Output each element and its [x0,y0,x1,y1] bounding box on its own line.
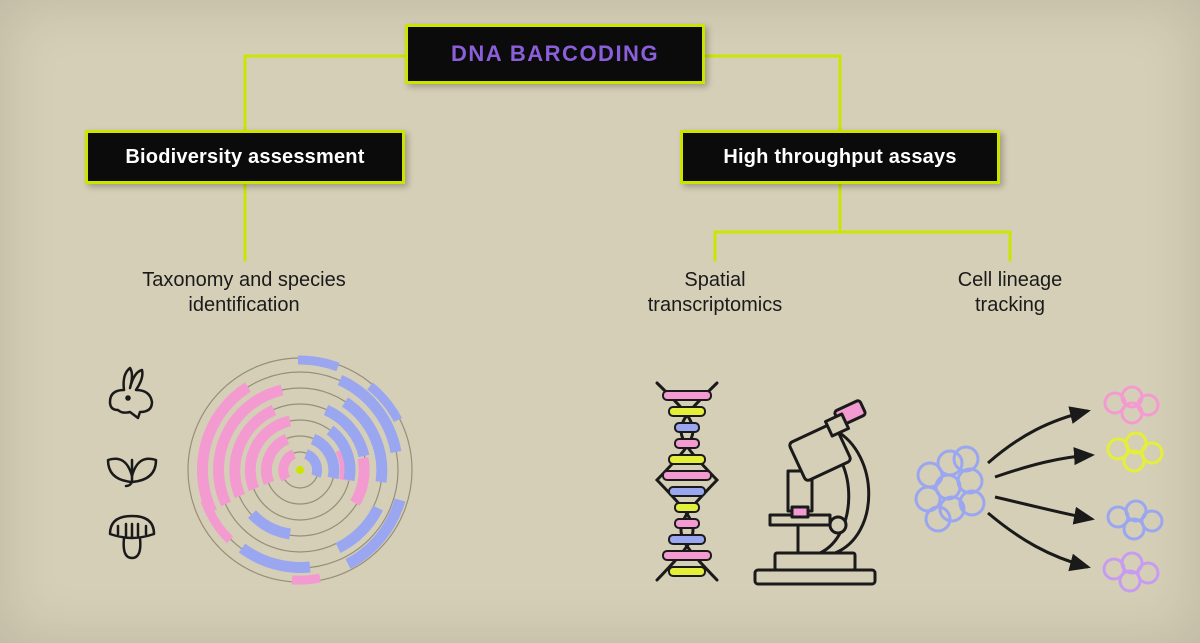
leaf-label-spatial: Spatial transcriptomics [625,268,805,318]
branch-box-hta: High throughput assays [680,130,1000,184]
root-label: DNA BARCODING [451,41,659,67]
root-box: DNA BARCODING [405,24,705,84]
mushroom-icon [100,504,164,568]
branch-label: Biodiversity assessment [125,146,364,169]
dna-icon [635,375,740,595]
microscope-icon [740,375,900,595]
rabbit-icon [100,360,164,424]
cell-lineage-icon [900,385,1180,595]
sunburst-icon [185,355,415,585]
branch-box-biodiversity: Biodiversity assessment [85,130,405,184]
leaf-icon [100,436,164,492]
branch-label: High throughput assays [723,146,956,169]
leaf-label-lineage: Cell lineage tracking [920,268,1100,318]
leaf-label-taxonomy: Taxonomy and species identification [114,268,374,318]
